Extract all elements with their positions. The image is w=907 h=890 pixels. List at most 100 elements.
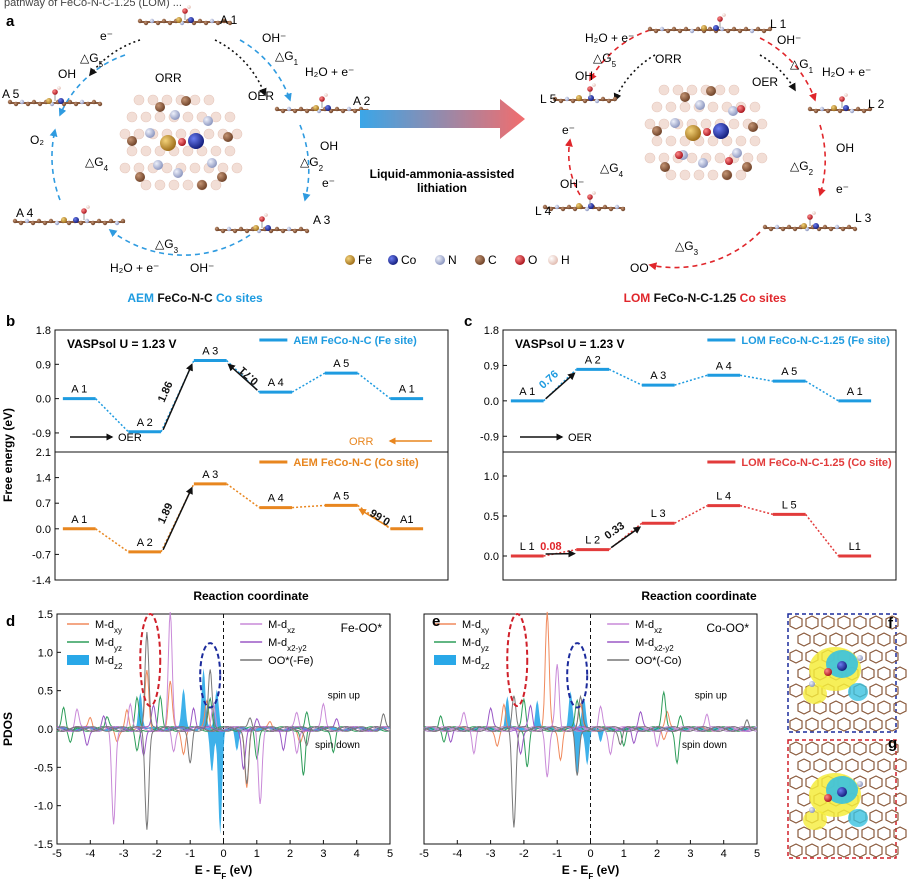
ring-atom-h [686, 152, 698, 164]
slab-atom [215, 20, 221, 26]
ring-atom-h [182, 179, 194, 191]
panel-label-e: e [432, 613, 440, 630]
legend-atom-N [435, 255, 445, 265]
ring-atom-h [658, 152, 670, 164]
y-tick-label: 0.7 [36, 498, 51, 510]
x-tick-label: 3 [687, 848, 693, 860]
lattice-hex [869, 809, 883, 824]
slab-atom [840, 226, 846, 232]
slab-atom [114, 220, 120, 226]
lattice-hex [877, 666, 891, 681]
adsorbate-a1 [182, 5, 191, 20]
ring-atom-c [223, 132, 233, 142]
barrier-label: 1.89 [156, 501, 176, 525]
cycle-arrow-blue [299, 124, 311, 202]
pdos-title: Fe-OO* [341, 621, 383, 635]
cycle-arrow-blue [108, 229, 251, 256]
oer-label: OER [248, 89, 274, 103]
ring-atom-n [173, 168, 183, 178]
ring-atom-n [732, 148, 742, 158]
state-label: A 5 [781, 366, 797, 378]
spin-down-label: spin down [682, 740, 727, 751]
state-label: L 4 [716, 491, 731, 503]
species: OO [630, 261, 649, 275]
state-label: A1 [400, 514, 413, 526]
y-tick-label: 1.5 [38, 609, 53, 621]
ads-h [57, 86, 61, 90]
slab-atom [274, 106, 280, 112]
lattice-hex [869, 843, 883, 858]
ring-atom-c [680, 92, 690, 102]
ring-atom-n [728, 106, 738, 116]
slab-co [188, 17, 194, 23]
ring-atom-h [140, 145, 152, 157]
y-axis-label: Free energy (eV) [1, 408, 15, 502]
slab-atom [286, 106, 292, 112]
species: e⁻ [100, 29, 113, 43]
caption-right-mat: FeCo-N-C-1.25 [650, 291, 736, 305]
state-a5: A 5 [2, 87, 20, 101]
species: OH⁻ [777, 33, 801, 47]
center-co [188, 133, 204, 149]
slab-atom [552, 96, 558, 102]
legend-label: M-dz2 [462, 655, 490, 671]
slab-atom [203, 20, 209, 26]
adsorbate-a4 [81, 205, 90, 220]
state-a3: A 3 [313, 213, 331, 227]
y-tick-label: 0.9 [36, 359, 51, 371]
legend-label: LOM FeCo-N-C-1.25 (Fe site) [741, 335, 890, 347]
lattice-hex [789, 741, 803, 756]
barrier-arrow [227, 363, 258, 391]
slab-atom [743, 26, 749, 32]
oer-direction-label: OER [568, 432, 592, 444]
slab-atom [340, 108, 346, 114]
lattice-hex [805, 741, 819, 756]
slab-atom [755, 26, 761, 32]
ring-atom-n [698, 158, 708, 168]
adsorbate-l4 [587, 191, 596, 206]
species: OH⁻ [560, 177, 584, 191]
spin-up-label: spin up [328, 690, 361, 701]
x-tick-label: 2 [287, 848, 293, 860]
ring-atom-c [652, 126, 662, 136]
x-tick-label: 4 [721, 848, 727, 860]
lattice-hex [885, 775, 899, 790]
orr-arrow [89, 39, 141, 77]
y-tick-label: 2.1 [36, 447, 51, 459]
state-label: A 1 [519, 386, 535, 398]
x-tick-label: 0 [587, 848, 593, 860]
slab-atom [280, 108, 286, 114]
legend-label: M-dyz [95, 637, 122, 653]
state-l1: L 1 [770, 17, 787, 31]
legend-label: AEM FeCo-N-C (Fe site) [293, 335, 417, 347]
y-tick-label: -1.0 [34, 801, 53, 813]
delta-g1: △G1 [275, 49, 299, 67]
panel-label-d: d [6, 613, 15, 630]
caption-right: LOM FeCo-N-C-1.25 Co sites [624, 291, 787, 305]
lattice-hex [837, 843, 851, 858]
energy-connector [357, 372, 391, 400]
panel-f-g [787, 613, 907, 859]
barrier-arrow [545, 372, 576, 400]
slab-atom [825, 108, 831, 114]
state-label: A 1 [71, 514, 87, 526]
lattice-hex [845, 826, 859, 841]
lattice-hex [845, 700, 859, 715]
orr-label: ORR [155, 71, 182, 85]
lattice-hex [821, 717, 835, 732]
energy-connector [805, 380, 839, 402]
ring-atom-h [756, 152, 768, 164]
orr-direction-label: ORR [349, 436, 374, 448]
pdos-title: Co-OO* [706, 621, 749, 635]
state-label: A 1 [399, 384, 415, 396]
lattice-hex [861, 826, 875, 841]
lattice-hex [813, 758, 827, 773]
ads-o [259, 216, 265, 222]
legend-label-N: N [448, 253, 457, 267]
x-axis-label: E - EF (eV) [195, 863, 253, 881]
center-fe [685, 125, 701, 141]
caption-left-site: Co sites [213, 291, 263, 305]
ring-atom-h [224, 145, 236, 157]
ads-h [187, 5, 191, 9]
pdos-fill-dz2-up [57, 668, 390, 732]
